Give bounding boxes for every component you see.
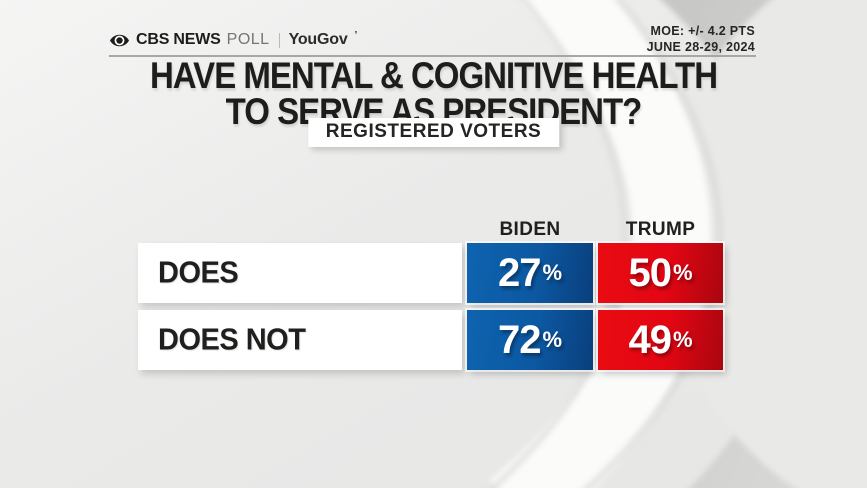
- trump-value: 49: [628, 317, 671, 362]
- percent-sign: %: [542, 260, 563, 285]
- column-header-biden: BIDEN: [499, 219, 561, 240]
- biden-value-cell: 72 %: [467, 310, 593, 370]
- date-line: JUNE 28-29, 2024: [646, 40, 755, 55]
- trump-value-cell: 50 %: [598, 243, 723, 303]
- column-header-trump: TRUMP: [625, 219, 696, 240]
- poll-meta: MOE: +/- 4.2 PTS JUNE 28-29, 2024: [647, 23, 755, 56]
- cbs-eye-icon: [110, 34, 129, 46]
- yougov-trademark: ’: [354, 29, 358, 41]
- page-title: HAVE MENTAL & COGNITIVE HEALTH TO SERVE …: [0, 54, 867, 130]
- brand-poll: POLL: [226, 31, 270, 48]
- trump-value-cell: 49 %: [598, 310, 723, 370]
- row-label: DOES: [158, 255, 239, 290]
- brand-separator: [278, 32, 280, 48]
- table-row-does-not: DOES NOT 72 % 49 %: [138, 310, 723, 370]
- brand-yougov: YouGov: [288, 31, 348, 48]
- trump-value: 50: [628, 250, 671, 295]
- row-label-box: DOES NOT: [138, 310, 462, 370]
- moe-line: MOE: +/- 4.2 PTS: [650, 24, 755, 38]
- brand-lockup: CBS NEWS POLL YouGov ’: [110, 29, 357, 51]
- percent-sign: %: [542, 327, 563, 352]
- table-row-does: DOES 27 % 50 %: [138, 243, 723, 303]
- biden-value: 27: [497, 250, 541, 295]
- percent-sign: %: [672, 260, 693, 285]
- header-divider: [109, 55, 756, 57]
- registered-voters-badge: REGISTERED VOTERS: [307, 118, 560, 147]
- brand-cbs-news: CBS NEWS: [136, 31, 221, 48]
- row-label: DOES NOT: [158, 322, 306, 357]
- biden-value-cell: 27 %: [467, 243, 593, 303]
- biden-value: 72: [497, 317, 541, 362]
- title-line1: HAVE MENTAL & COGNITIVE HEALTH: [149, 54, 718, 97]
- row-label-box: DOES: [138, 243, 462, 303]
- percent-sign: %: [672, 327, 693, 352]
